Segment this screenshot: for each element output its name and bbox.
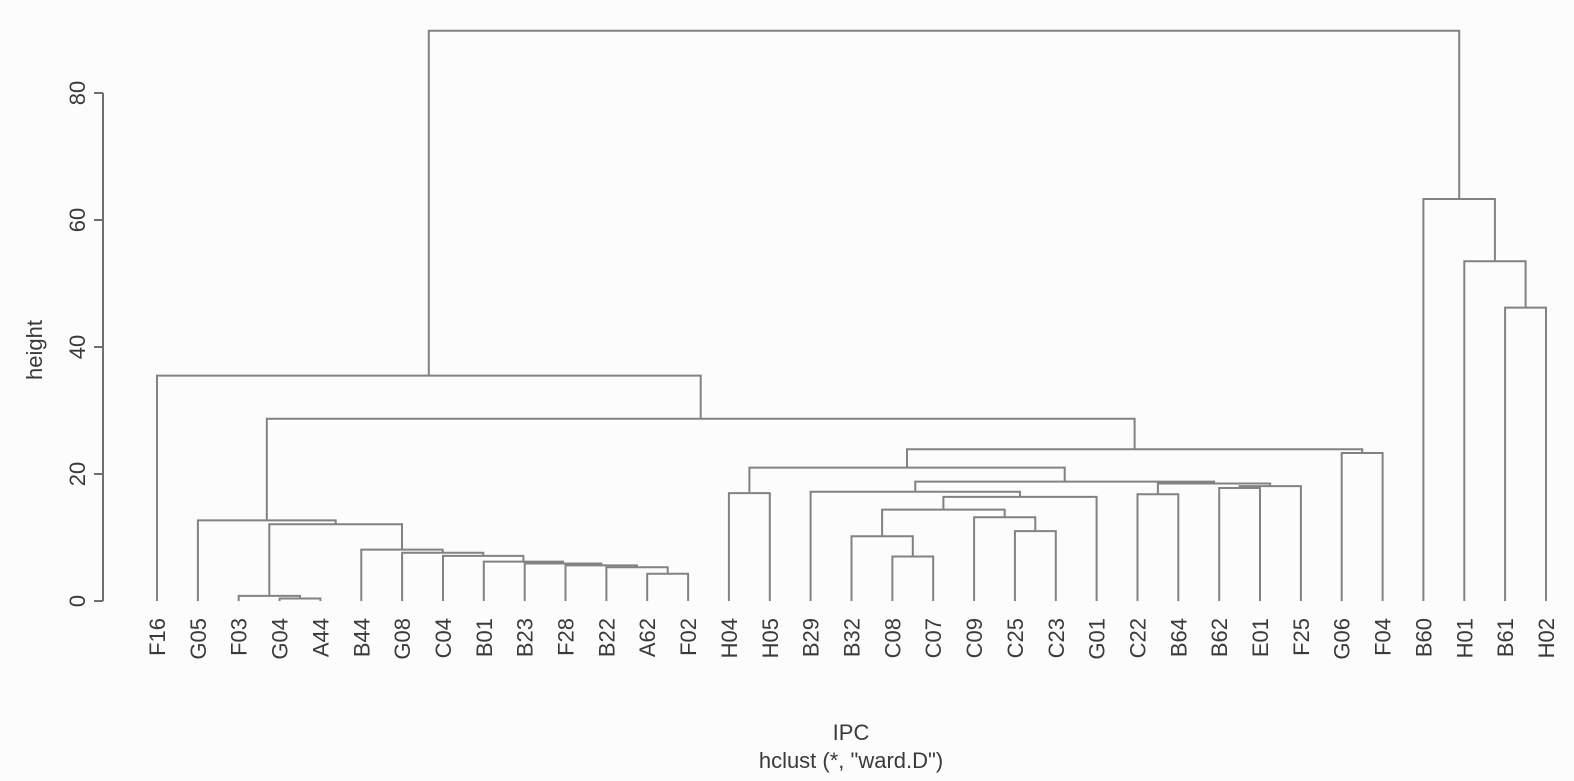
leaf-label: B01 [472, 618, 497, 657]
cluster-link [906, 448, 1364, 468]
y-tick-label: 0 [65, 595, 90, 607]
leaf-label: C23 [1044, 618, 1069, 658]
y-tick-label: 80 [65, 81, 90, 105]
y-axis: 0 20 40 60 80 [65, 81, 104, 607]
cluster-link [1013, 530, 1057, 601]
leaf-label: C08 [880, 618, 905, 658]
leaf-label: F02 [676, 618, 701, 656]
cluster-link [265, 417, 1136, 521]
leaf-label: B22 [594, 618, 619, 657]
leaf-label: A44 [308, 618, 333, 657]
leaf-label: F28 [554, 618, 579, 656]
cluster-link [482, 560, 564, 601]
leaf-label: C25 [1003, 618, 1028, 658]
x-axis-title: IPC [833, 720, 870, 745]
leaf-label: F16 [145, 618, 170, 656]
cluster-link [268, 523, 403, 596]
leaf-label: B32 [840, 618, 865, 657]
leaf-label: C09 [962, 618, 987, 658]
x-axis-subtitle: hclust (*, "ward.D") [759, 748, 943, 773]
cluster-link [1238, 485, 1302, 601]
leaf-label: B60 [1411, 618, 1436, 657]
y-tick-label: 20 [65, 462, 90, 486]
cluster-link [1136, 493, 1180, 601]
leaf-label: G08 [390, 618, 415, 660]
leaf-label: H05 [758, 618, 783, 658]
y-axis-title: height [22, 320, 47, 380]
cluster-link [1340, 452, 1384, 601]
tree-lines [156, 29, 1547, 601]
y-tick-label: 40 [65, 335, 90, 359]
leaf-label: F04 [1371, 618, 1396, 656]
cluster-link [427, 29, 1461, 376]
cluster-link [1463, 260, 1527, 601]
cluster-link [891, 555, 935, 601]
cluster-link [564, 564, 638, 601]
cluster-link [278, 597, 322, 601]
leaf-label: A62 [635, 618, 660, 657]
leaf-label: F03 [227, 618, 252, 656]
y-tick-label: 60 [65, 208, 90, 232]
leaf-label: G01 [1085, 618, 1110, 660]
leaf-label: B29 [799, 618, 824, 657]
cluster-link [809, 490, 1021, 601]
leaf-label: H01 [1452, 618, 1477, 658]
cluster-link [196, 519, 337, 601]
cluster-link [850, 535, 914, 601]
leaf-label: G06 [1330, 618, 1355, 660]
leaf-label: E01 [1248, 618, 1273, 657]
leaf-label: H02 [1534, 618, 1559, 658]
cluster-link [1218, 487, 1261, 601]
cluster-link [973, 516, 1037, 601]
cluster-link [748, 466, 1066, 494]
cluster-link [646, 572, 690, 601]
leaf-label: B64 [1166, 618, 1191, 657]
leaf-label: B44 [349, 618, 374, 657]
cluster-link [881, 508, 1006, 537]
leaf-label: C04 [431, 618, 456, 658]
leaf-labels: F16 G05 F03 G04 A44 B44 G08 C04 B01 B23 F28 B22 A62 F… [145, 618, 1559, 660]
cluster-link [523, 562, 603, 601]
cluster-link [605, 566, 669, 601]
leaf-label: C07 [921, 618, 946, 658]
leaf-label: B61 [1493, 618, 1518, 657]
cluster-link [942, 495, 1098, 601]
leaf-label: G04 [268, 618, 293, 660]
leaf-label: C22 [1126, 618, 1151, 658]
leaf-label: B23 [513, 618, 538, 657]
cluster-link [1504, 306, 1547, 601]
cluster-link [1422, 198, 1496, 601]
leaf-label: B62 [1207, 618, 1232, 657]
leaf-label: G05 [186, 618, 211, 660]
cluster-link [727, 492, 771, 601]
leaf-label: H04 [717, 618, 742, 658]
leaf-label: F25 [1289, 618, 1314, 656]
